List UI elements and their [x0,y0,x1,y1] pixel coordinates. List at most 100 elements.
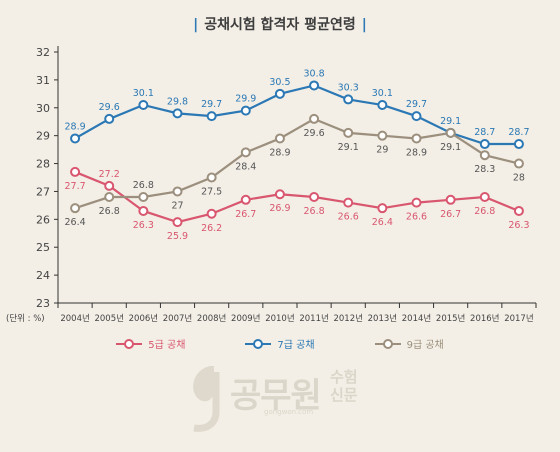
data-label: 30.3 [338,82,359,93]
data-point [377,99,388,110]
data-label: 28 [513,173,525,184]
publisher-logo-icon [193,366,220,432]
data-point [206,208,217,219]
data-point [377,203,388,214]
data-point [445,127,456,138]
data-point [274,189,285,200]
legend-swatch-dot [124,338,135,349]
data-label: 26.6 [406,212,427,223]
data-point [274,133,285,144]
data-point [411,133,422,144]
x-tick-label: 2017년 [504,313,533,324]
data-point [479,192,490,203]
legend-item: 7급 공채 [245,336,315,351]
data-label: 29.9 [235,94,256,105]
legend-swatch [245,338,272,349]
data-point [343,94,354,105]
data-point [240,105,251,116]
data-point [138,192,149,203]
data-label: 27.2 [99,169,120,180]
data-label: 27.7 [64,181,85,192]
legend-label: 9급 공채 [406,340,444,351]
data-point [70,203,81,214]
data-point [104,192,115,203]
chart-title-text: 공채시험 합격자 평균연령 [204,17,356,33]
y-tick-label: 24 [36,269,50,282]
data-label: 26.4 [64,217,85,228]
data-label: 26.7 [235,209,256,220]
data-label: 28.9 [269,147,290,158]
title-bar-left: | [193,17,199,33]
x-tick-label: 2009년 [231,313,260,324]
data-label: 28.9 [64,121,85,132]
data-point [445,194,456,205]
data-point [274,88,285,99]
data-label: 26.7 [440,209,461,220]
data-point [309,80,320,91]
chart-series-lines [74,84,520,224]
data-label: 28.9 [406,147,427,158]
data-label: 26.9 [269,203,290,214]
y-tick-label: 25 [36,241,50,254]
data-point [411,197,422,208]
data-label: 29.1 [338,142,359,153]
y-tick-label: 28 [36,158,50,171]
data-point [104,113,115,124]
data-point [104,180,115,191]
x-tick-label: 2004년 [60,313,89,324]
data-label: 26.8 [133,180,154,191]
data-point [206,111,217,122]
data-label: 29.6 [303,128,324,139]
data-point [138,205,149,216]
data-label: 25.9 [167,231,188,242]
data-label: 30.5 [269,77,290,88]
data-point [70,133,81,144]
x-tick-label: 2010년 [265,313,294,324]
x-tick-label: 2011년 [299,313,328,324]
watermark-sub: 수험신문 [330,368,358,404]
data-label: 30.8 [303,68,324,79]
data-label: 30.1 [372,88,393,99]
y-tick-label: 23 [36,297,50,310]
data-point [240,194,251,205]
chart-axes: 23 24 25 26 27 28 29 30 31 32 2004년 2005년 2006년 2007년… [6,46,537,324]
data-label: 29.8 [167,96,188,107]
data-label: 28.7 [474,127,495,138]
data-label: 28.4 [235,161,256,172]
x-tick-label: 2008년 [197,313,226,324]
x-tick-label: 2014년 [402,313,431,324]
legend-swatch [116,338,143,349]
y-tick-label: 32 [36,46,50,59]
data-point [172,217,183,228]
data-label: 26.3 [133,220,154,231]
data-point [172,186,183,197]
data-point [138,99,149,110]
data-point [172,108,183,119]
chart-title: | 공채시험 합격자 평균연령 | [0,14,560,34]
data-label: 29.7 [201,99,222,110]
x-tick-label: 2012년 [333,313,362,324]
legend-swatch-dot [382,338,393,349]
data-point [309,192,320,203]
publisher-watermark: 공무원 수험신문 gongwon.com [180,362,410,434]
legend-label: 7급 공채 [277,340,315,351]
legend-item: 5급 공채 [116,336,185,351]
unit-label: (단위 : %) [6,313,45,324]
x-tick-label: 2015년 [436,313,465,324]
data-point [206,172,217,183]
data-point [70,166,81,177]
data-point [309,113,320,124]
x-tick-label: 2007년 [163,313,192,324]
data-label: 27 [171,200,183,211]
data-label: 29 [376,145,388,156]
data-point [343,197,354,208]
title-bar-right: | [361,17,367,33]
data-label: 29.7 [406,99,427,110]
data-point [343,127,354,138]
legend-item: 9급 공채 [374,336,444,351]
series-line [74,117,520,210]
data-label: 29.1 [440,116,461,127]
y-tick-label: 29 [36,130,50,143]
data-label: 26.2 [201,223,222,234]
